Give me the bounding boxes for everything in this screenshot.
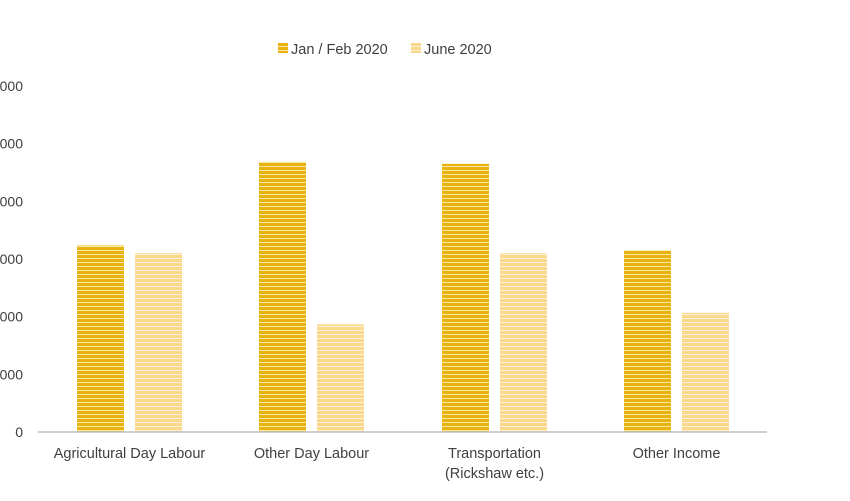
bar-series-0-category-0 (77, 245, 124, 432)
bars (77, 161, 729, 432)
y-tick-label: 000 (0, 251, 23, 267)
x-axis-labels: Agricultural Day Labour Other Day Labour T… (54, 446, 721, 482)
bar-series-1-category-0 (135, 253, 182, 432)
y-tick-label: 000 (0, 366, 23, 382)
bar-series-1-category-1 (317, 324, 364, 432)
bar-series-0-category-2 (442, 163, 489, 432)
bar-series-1-category-3 (682, 312, 729, 432)
bar-series-0-category-3 (624, 250, 671, 432)
bar-series-1-category-2 (500, 253, 547, 432)
bar-series-0-category-1 (259, 161, 306, 432)
x-category-label: Transportation (448, 446, 541, 462)
y-tick-label: 000 (0, 136, 23, 152)
x-category-label: (Rickshaw etc.) (445, 466, 544, 482)
legend: Jan / Feb 2020 June 2020 (278, 42, 492, 58)
y-tick-label: 000 (0, 193, 23, 209)
x-category-label: Other Income (633, 446, 721, 462)
legend-label-june: June 2020 (424, 42, 492, 58)
legend-swatch-june (411, 43, 421, 53)
y-tick-label: 000 (0, 309, 23, 325)
legend-label-jan-feb: Jan / Feb 2020 (291, 42, 388, 58)
y-tick-label: 0 (15, 424, 23, 440)
x-category-label: Other Day Labour (254, 446, 369, 462)
y-tick-label: 000 (0, 78, 23, 94)
x-category-label: Agricultural Day Labour (54, 446, 206, 462)
legend-swatch-jan-feb (278, 43, 288, 53)
